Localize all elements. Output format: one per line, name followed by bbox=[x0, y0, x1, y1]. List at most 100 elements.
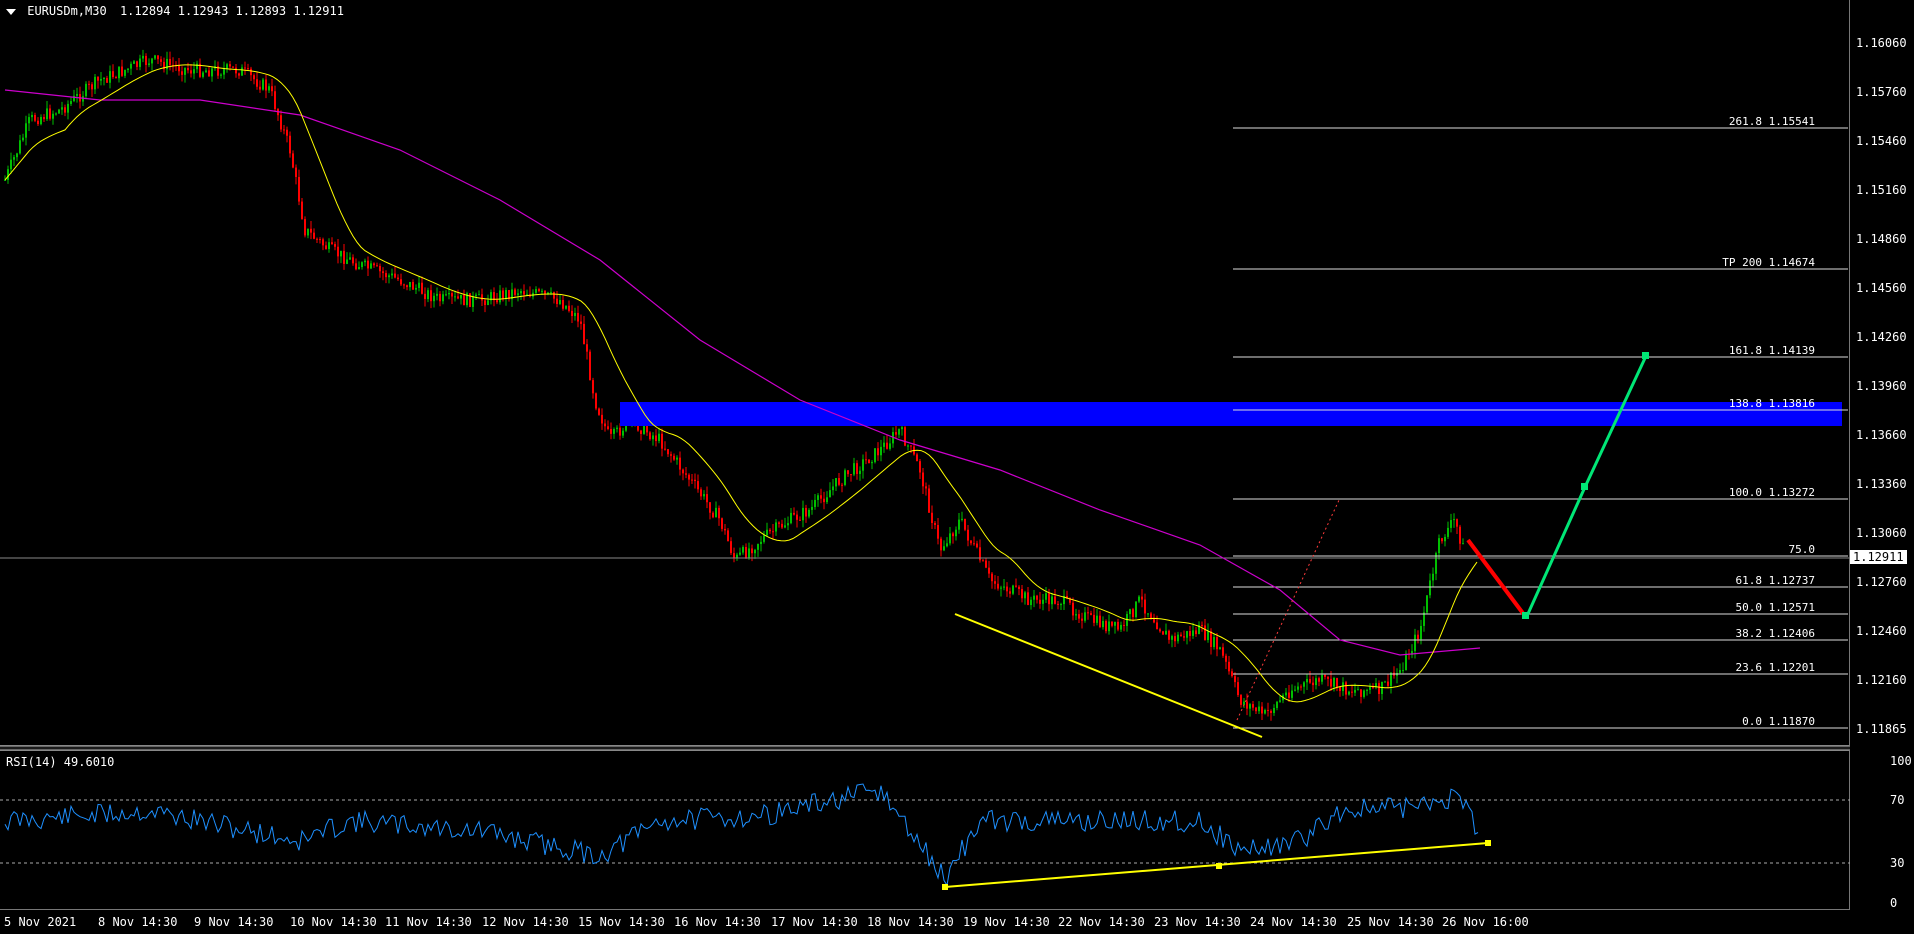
candle-body bbox=[301, 201, 303, 220]
candle-body bbox=[622, 430, 624, 436]
price-tick: 1.13360 bbox=[1856, 477, 1907, 491]
candle-body bbox=[751, 548, 753, 554]
candle-body bbox=[862, 459, 864, 471]
red-projection-leg[interactable] bbox=[1466, 538, 1527, 618]
candle-body bbox=[229, 64, 231, 67]
candle-body bbox=[1345, 682, 1347, 695]
rsi-trendline-start[interactable] bbox=[942, 884, 948, 890]
candle-body bbox=[556, 298, 558, 305]
candle-body bbox=[1018, 586, 1020, 590]
candle-body bbox=[1279, 700, 1281, 702]
candle-body bbox=[1057, 603, 1059, 605]
candle-body bbox=[1021, 589, 1023, 599]
rsi-pane[interactable]: RSI(14) 49.6010 bbox=[0, 750, 1850, 910]
candle-body bbox=[424, 293, 426, 300]
projection-point-a[interactable] bbox=[1522, 612, 1529, 619]
projection-point-c[interactable] bbox=[1642, 352, 1649, 359]
dropdown-triangle-icon[interactable] bbox=[6, 8, 16, 15]
candle-body bbox=[121, 66, 123, 76]
candle-body bbox=[1390, 672, 1392, 686]
candle-body bbox=[1261, 706, 1263, 714]
price-tick: 1.16060 bbox=[1856, 36, 1907, 50]
candle-body bbox=[1024, 592, 1026, 599]
candle-body bbox=[427, 290, 429, 300]
candle-body bbox=[37, 120, 39, 125]
candle-body bbox=[979, 547, 981, 561]
candle-body bbox=[799, 519, 801, 521]
candle-body bbox=[796, 514, 798, 520]
candle-body bbox=[226, 64, 228, 69]
candle-body bbox=[1069, 598, 1071, 603]
lower-trendline[interactable] bbox=[954, 613, 1263, 738]
rsi-line bbox=[4, 783, 1479, 887]
candle-body bbox=[1177, 634, 1179, 642]
candle-body bbox=[148, 63, 150, 65]
price-tick: 1.13660 bbox=[1856, 428, 1907, 442]
candle-body bbox=[652, 435, 654, 440]
rsi-canvas[interactable] bbox=[0, 751, 1850, 911]
candle-body bbox=[610, 429, 612, 434]
candle-body bbox=[871, 462, 873, 464]
candle-body bbox=[223, 68, 225, 75]
candle-body bbox=[1027, 592, 1029, 606]
candle-body bbox=[136, 61, 138, 67]
candle-body bbox=[1225, 655, 1227, 662]
candle-body bbox=[28, 117, 30, 124]
candle-body bbox=[1186, 631, 1188, 638]
candle-body bbox=[793, 512, 795, 515]
candle-body bbox=[322, 239, 324, 246]
candle-body bbox=[925, 486, 927, 489]
candle-body bbox=[34, 114, 36, 121]
time-tick: 9 Nov 14:30 bbox=[194, 915, 274, 929]
candle-body bbox=[898, 429, 900, 435]
price-chart-canvas[interactable] bbox=[0, 0, 1850, 746]
candle-body bbox=[595, 393, 597, 409]
candle-body bbox=[232, 66, 234, 68]
candle-body bbox=[865, 459, 867, 461]
candle-body bbox=[406, 285, 408, 288]
candle-body bbox=[73, 95, 75, 102]
projection-point-b[interactable] bbox=[1581, 483, 1588, 490]
candle-body bbox=[1042, 599, 1044, 604]
candle-body bbox=[868, 459, 870, 464]
rsi-tick: 100 bbox=[1890, 754, 1912, 768]
candle-body bbox=[745, 546, 747, 558]
main-chart-pane[interactable]: EURUSDm,M30 1.12894 1.12943 1.12893 1.12… bbox=[0, 0, 1850, 746]
candle-body bbox=[949, 533, 951, 544]
rsi-trendline-mid[interactable] bbox=[1216, 863, 1222, 869]
candle-body bbox=[523, 291, 525, 295]
dotted-projection-line[interactable] bbox=[1236, 497, 1341, 721]
candle-body bbox=[673, 455, 675, 460]
price-tick: 1.13960 bbox=[1856, 379, 1907, 393]
candle-body bbox=[853, 463, 855, 475]
candle-body bbox=[478, 294, 480, 296]
candle-body bbox=[1285, 692, 1287, 696]
candle-body bbox=[763, 535, 765, 542]
candle-body bbox=[1342, 682, 1344, 692]
candle-body bbox=[937, 525, 939, 539]
candle-body bbox=[1417, 634, 1419, 640]
candle-body bbox=[334, 244, 336, 247]
candle-body bbox=[730, 541, 732, 554]
candle-body bbox=[391, 273, 393, 276]
candle-body bbox=[409, 281, 411, 288]
candle-body bbox=[1063, 595, 1065, 605]
candle-body bbox=[1309, 678, 1311, 683]
candle-body bbox=[280, 115, 282, 130]
candle-body bbox=[1198, 624, 1200, 635]
candle-body bbox=[451, 293, 453, 297]
candle-body bbox=[49, 108, 51, 119]
candle-body bbox=[733, 553, 735, 558]
rsi-trendline-end[interactable] bbox=[1485, 840, 1491, 846]
candle-body bbox=[52, 113, 54, 119]
candle-body bbox=[1216, 637, 1218, 650]
candle-body bbox=[490, 292, 492, 301]
time-tick: 5 Nov 2021 bbox=[4, 915, 77, 929]
candle-body bbox=[481, 294, 483, 301]
candle-body bbox=[178, 65, 180, 72]
candle-body bbox=[292, 153, 294, 168]
pane-separator[interactable] bbox=[0, 746, 1850, 750]
candle-body bbox=[667, 449, 669, 455]
candle-body bbox=[1189, 631, 1191, 636]
candle-body bbox=[247, 68, 249, 70]
